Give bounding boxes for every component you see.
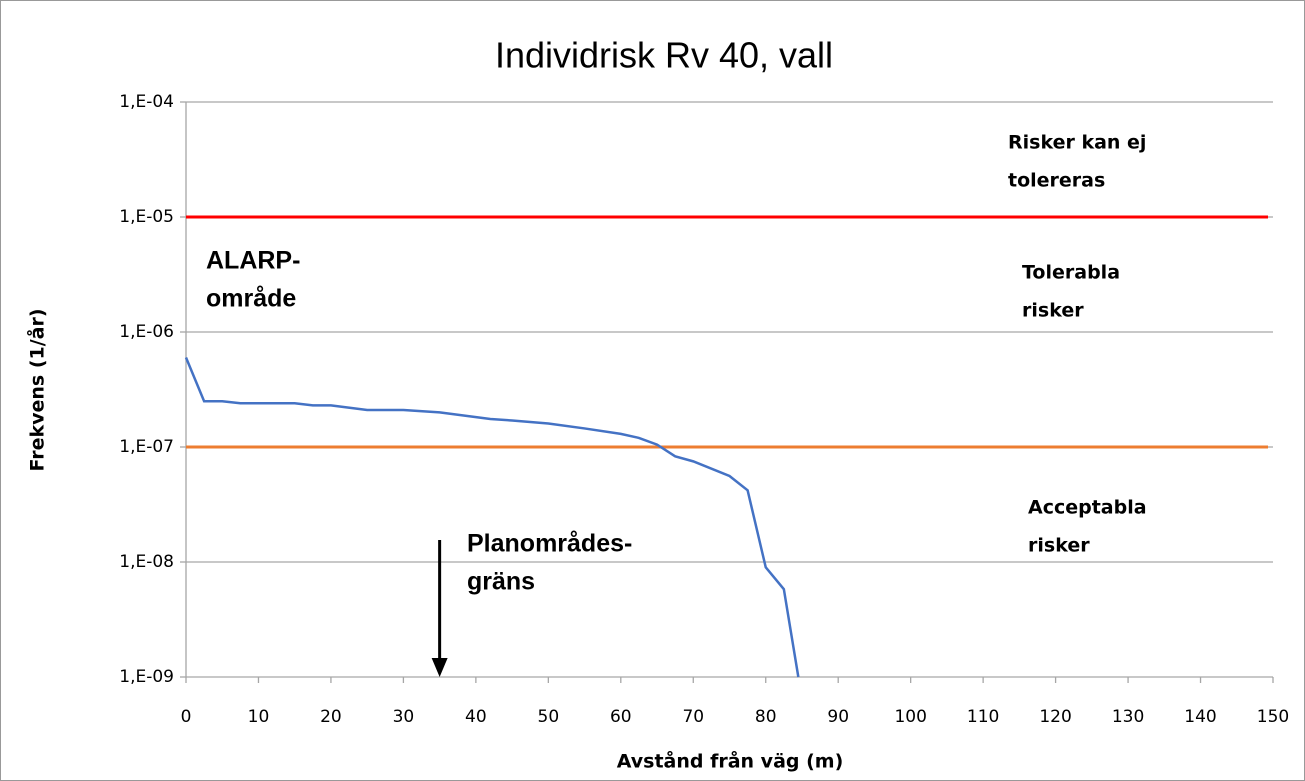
data-line: [184, 357, 800, 678]
annotation: Risker kan ej: [1008, 132, 1146, 154]
annotation: Tolerabla: [1022, 262, 1120, 284]
x-tick-label: 60: [610, 707, 632, 727]
annotation: område: [206, 285, 296, 313]
x-tick-label: 130: [1112, 707, 1144, 727]
y-tick-label: 1,E-05: [119, 207, 174, 227]
annotation: risker: [1022, 300, 1084, 322]
x-tick-label: 140: [1184, 707, 1216, 727]
annotation: risker: [1028, 535, 1090, 557]
annotation: Acceptabla: [1028, 497, 1147, 519]
x-tick-label: 70: [682, 707, 704, 727]
x-tick-label: 20: [320, 707, 342, 727]
y-tick-label: 1,E-07: [119, 437, 174, 457]
x-tick-label: 110: [967, 707, 999, 727]
x-axis-label: Avstånd från väg (m): [617, 749, 844, 773]
x-tick-label: 120: [1039, 707, 1071, 727]
x-tick-label: 100: [894, 707, 926, 727]
annotation: Planområdes-: [467, 530, 632, 558]
annotation: gräns: [467, 568, 535, 596]
x-tick-label: 10: [248, 707, 270, 727]
y-tick-label: 1,E-06: [119, 322, 174, 342]
arrow-head: [431, 658, 448, 677]
x-tick-label: 40: [465, 707, 487, 727]
x-tick-label: 80: [755, 707, 777, 727]
annotation: tolereras: [1008, 170, 1105, 192]
x-tick-label: 150: [1257, 707, 1289, 727]
y-tick-label: 1,E-08: [119, 552, 174, 572]
x-tick-label: 30: [393, 707, 415, 727]
annotation: ALARP-: [206, 247, 300, 275]
y-tick-label: 1,E-09: [119, 667, 174, 687]
y-tick-label: 1,E-04: [119, 92, 174, 112]
x-tick-label: 90: [827, 707, 849, 727]
x-tick-label: 0: [181, 707, 192, 727]
y-axis-label: Frekvens (1/år): [25, 308, 49, 471]
x-tick-label: 50: [538, 707, 560, 727]
chart-title: Individrisk Rv 40, vall: [495, 35, 833, 76]
